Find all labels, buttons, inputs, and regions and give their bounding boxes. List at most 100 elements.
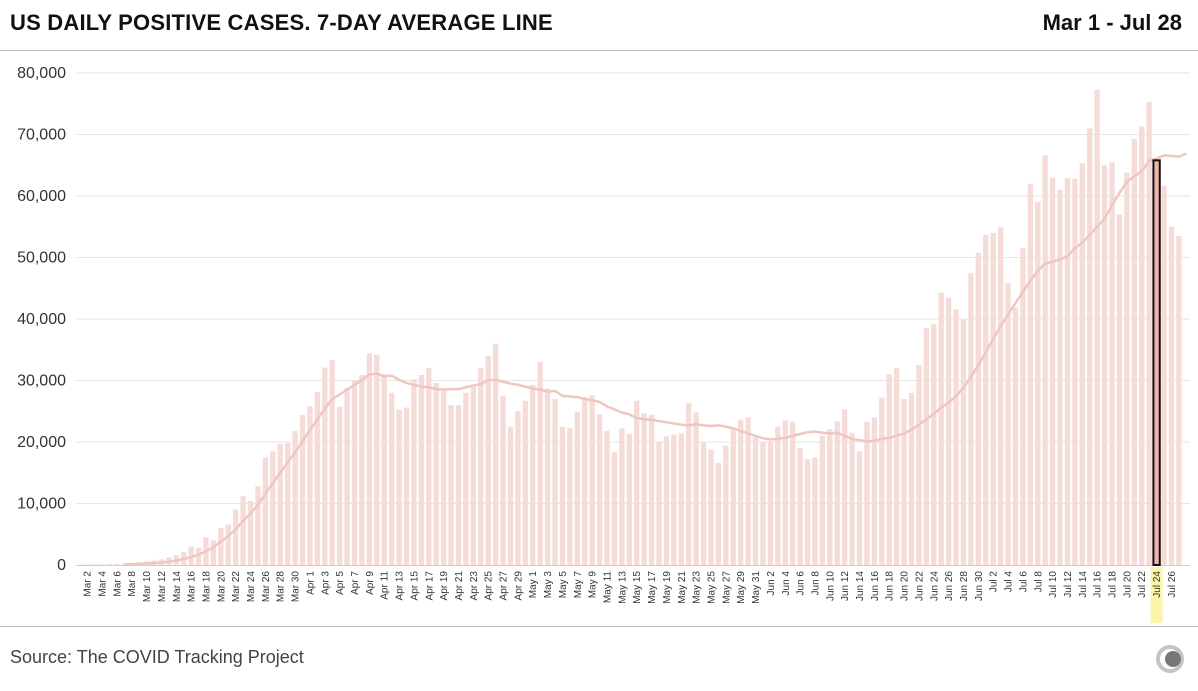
bar: [857, 451, 862, 565]
bar: [745, 417, 750, 565]
bar: [226, 524, 231, 565]
bar: [1013, 307, 1018, 565]
bar: [359, 375, 364, 565]
x-tick-label: Apr 13: [395, 571, 406, 601]
bar: [1146, 102, 1151, 565]
bar: [664, 436, 669, 565]
bar-series: [77, 90, 1181, 565]
bar: [679, 433, 684, 565]
bar: [330, 360, 335, 565]
x-tick-label: Jul 2: [989, 571, 1000, 593]
y-axis: 010,00020,00030,00040,00050,00060,00070,…: [17, 65, 66, 574]
x-tick-label: Jul 16: [1093, 571, 1104, 598]
x-tick-label: Jun 20: [900, 571, 911, 601]
x-tick-label: Mar 14: [172, 571, 183, 603]
bar: [396, 409, 401, 565]
bar: [946, 297, 951, 565]
x-tick-label: Jun 22: [914, 571, 925, 601]
bar: [567, 428, 572, 565]
bar: [1072, 179, 1077, 565]
x-tick-label: Jun 24: [929, 571, 940, 601]
bar: [367, 353, 372, 565]
bar: [1005, 283, 1010, 565]
x-tick-label: Mar 6: [112, 571, 123, 597]
bar: [619, 428, 624, 565]
bar: [708, 449, 713, 565]
x-tick-label: Apr 7: [350, 571, 361, 595]
x-tick-label: Apr 27: [499, 571, 510, 601]
bar: [99, 564, 104, 565]
x-tick-label: Jul 4: [1004, 571, 1015, 593]
bar: [849, 433, 854, 565]
bar: [723, 446, 728, 565]
bar: [456, 405, 461, 565]
x-tick-label: Jun 10: [825, 571, 836, 601]
bar: [797, 448, 802, 565]
bar: [441, 388, 446, 565]
bar: [1065, 178, 1070, 565]
bar: [114, 564, 119, 565]
bar: [1176, 236, 1181, 565]
bar: [589, 395, 594, 565]
bar: [278, 444, 283, 565]
x-tick-label: Jul 26: [1167, 571, 1178, 598]
x-tick-label: Jun 18: [885, 571, 896, 601]
bar: [263, 457, 268, 565]
bar: [671, 435, 676, 565]
bar: [1035, 202, 1040, 565]
bar: [641, 413, 646, 565]
bar: [270, 451, 275, 565]
bar: [768, 441, 773, 565]
x-tick-label: May 3: [543, 571, 554, 599]
chart-footer: Source: The COVID Tracking Project: [0, 626, 1198, 691]
bar: [1087, 128, 1092, 565]
y-tick-label: 20,000: [17, 434, 66, 451]
bar: [255, 486, 260, 565]
y-tick-label: 60,000: [17, 188, 66, 205]
x-tick-label: Mar 12: [157, 571, 168, 603]
bar: [738, 420, 743, 565]
bar: [486, 356, 491, 565]
x-tick-label: Apr 29: [513, 571, 524, 601]
bar: [478, 368, 483, 565]
x-tick-label: May 15: [632, 571, 643, 604]
bar: [775, 427, 780, 565]
bar: [1050, 178, 1055, 565]
bar: [84, 564, 89, 565]
bar: [968, 273, 973, 565]
x-tick-label: Jun 14: [855, 571, 866, 601]
bar: [991, 233, 996, 565]
bar: [404, 408, 409, 565]
bar: [901, 399, 906, 565]
bar: [731, 428, 736, 565]
x-tick-label: Mar 20: [216, 571, 227, 603]
bar: [998, 227, 1003, 565]
x-tick-label: Jul 6: [1018, 571, 1029, 593]
bar: [627, 434, 632, 565]
x-tick-label: Mar 18: [201, 571, 212, 603]
x-tick-label: May 27: [721, 571, 732, 604]
chart-title: US DAILY POSITIVE CASES. 7-DAY AVERAGE L…: [10, 10, 553, 36]
bar: [582, 397, 587, 565]
bar: [411, 379, 416, 565]
bar: [448, 405, 453, 565]
bar: [812, 457, 817, 565]
chart-plot: 010,00020,00030,00040,00050,00060,00070,…: [0, 51, 1198, 626]
bar: [233, 510, 238, 565]
bar: [218, 528, 223, 565]
x-tick-label: Apr 5: [335, 571, 346, 595]
x-tick-label: May 19: [662, 571, 673, 604]
y-tick-label: 30,000: [17, 373, 66, 390]
average-line-series: [124, 154, 1186, 565]
x-tick-label: Apr 1: [305, 571, 316, 595]
y-tick-label: 40,000: [17, 311, 66, 328]
x-tick-label: Jun 4: [781, 571, 792, 596]
x-tick-label: Mar 10: [142, 571, 153, 603]
bar: [894, 368, 899, 565]
average-line: [124, 154, 1186, 565]
highlighted-bar: [1153, 160, 1159, 565]
x-tick-label: May 29: [736, 571, 747, 604]
x-tick-label: Apr 23: [469, 571, 480, 601]
x-tick-label: Mar 8: [127, 571, 138, 597]
y-tick-label: 70,000: [17, 127, 66, 144]
